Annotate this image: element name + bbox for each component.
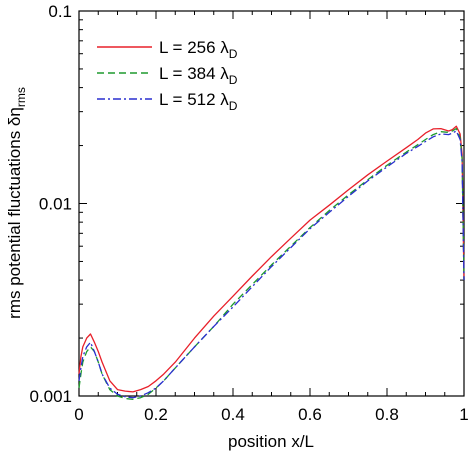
x-axis-title: position x/L <box>228 432 314 451</box>
series-lines <box>78 125 465 401</box>
legend-label-main: L = 256 λ <box>159 38 229 57</box>
y-tick-label: 0.01 <box>39 195 72 214</box>
x-tick-label: 0.2 <box>144 405 168 424</box>
y-tick-label: 0.1 <box>48 2 72 21</box>
x-tick-label: 0 <box>74 405 83 424</box>
y-axis-title: rms potential fluctuations δηrms <box>5 87 28 319</box>
legend-label-3: L = 512 λD <box>159 90 238 113</box>
x-tick-label: 1 <box>459 405 468 424</box>
x-tick-label: 0.4 <box>221 405 245 424</box>
legend-label-main: L = 384 λ <box>159 64 229 83</box>
legend-label-subscript: D <box>229 47 238 61</box>
series-line-3 <box>78 130 465 399</box>
plot-frame <box>78 10 465 397</box>
series-line-1 <box>78 125 465 393</box>
legend-label-main: L = 512 λ <box>159 90 229 109</box>
major-ticks <box>78 10 465 397</box>
minor-ticks <box>79 11 464 396</box>
legend-label-subscript: D <box>229 99 238 113</box>
legend-label-2: L = 384 λD <box>159 64 238 87</box>
y-tick-label: 0.001 <box>29 387 72 406</box>
series-line-2 <box>78 127 465 401</box>
x-tick-label: 0.8 <box>375 405 399 424</box>
legend-label-subscript: D <box>229 73 238 87</box>
x-tick-labels: 0 0.2 0.4 0.6 0.8 1 <box>74 405 468 424</box>
legend: L = 256 λDL = 384 λDL = 512 λD <box>97 38 238 113</box>
y-axis-title-main: rms potential fluctuations δη <box>5 107 24 319</box>
x-tick-label: 0.6 <box>298 405 322 424</box>
y-tick-labels: 0.001 0.01 0.1 <box>29 2 72 406</box>
legend-label-1: L = 256 λD <box>159 38 238 61</box>
y-axis-title-subscript: rms <box>14 87 28 107</box>
